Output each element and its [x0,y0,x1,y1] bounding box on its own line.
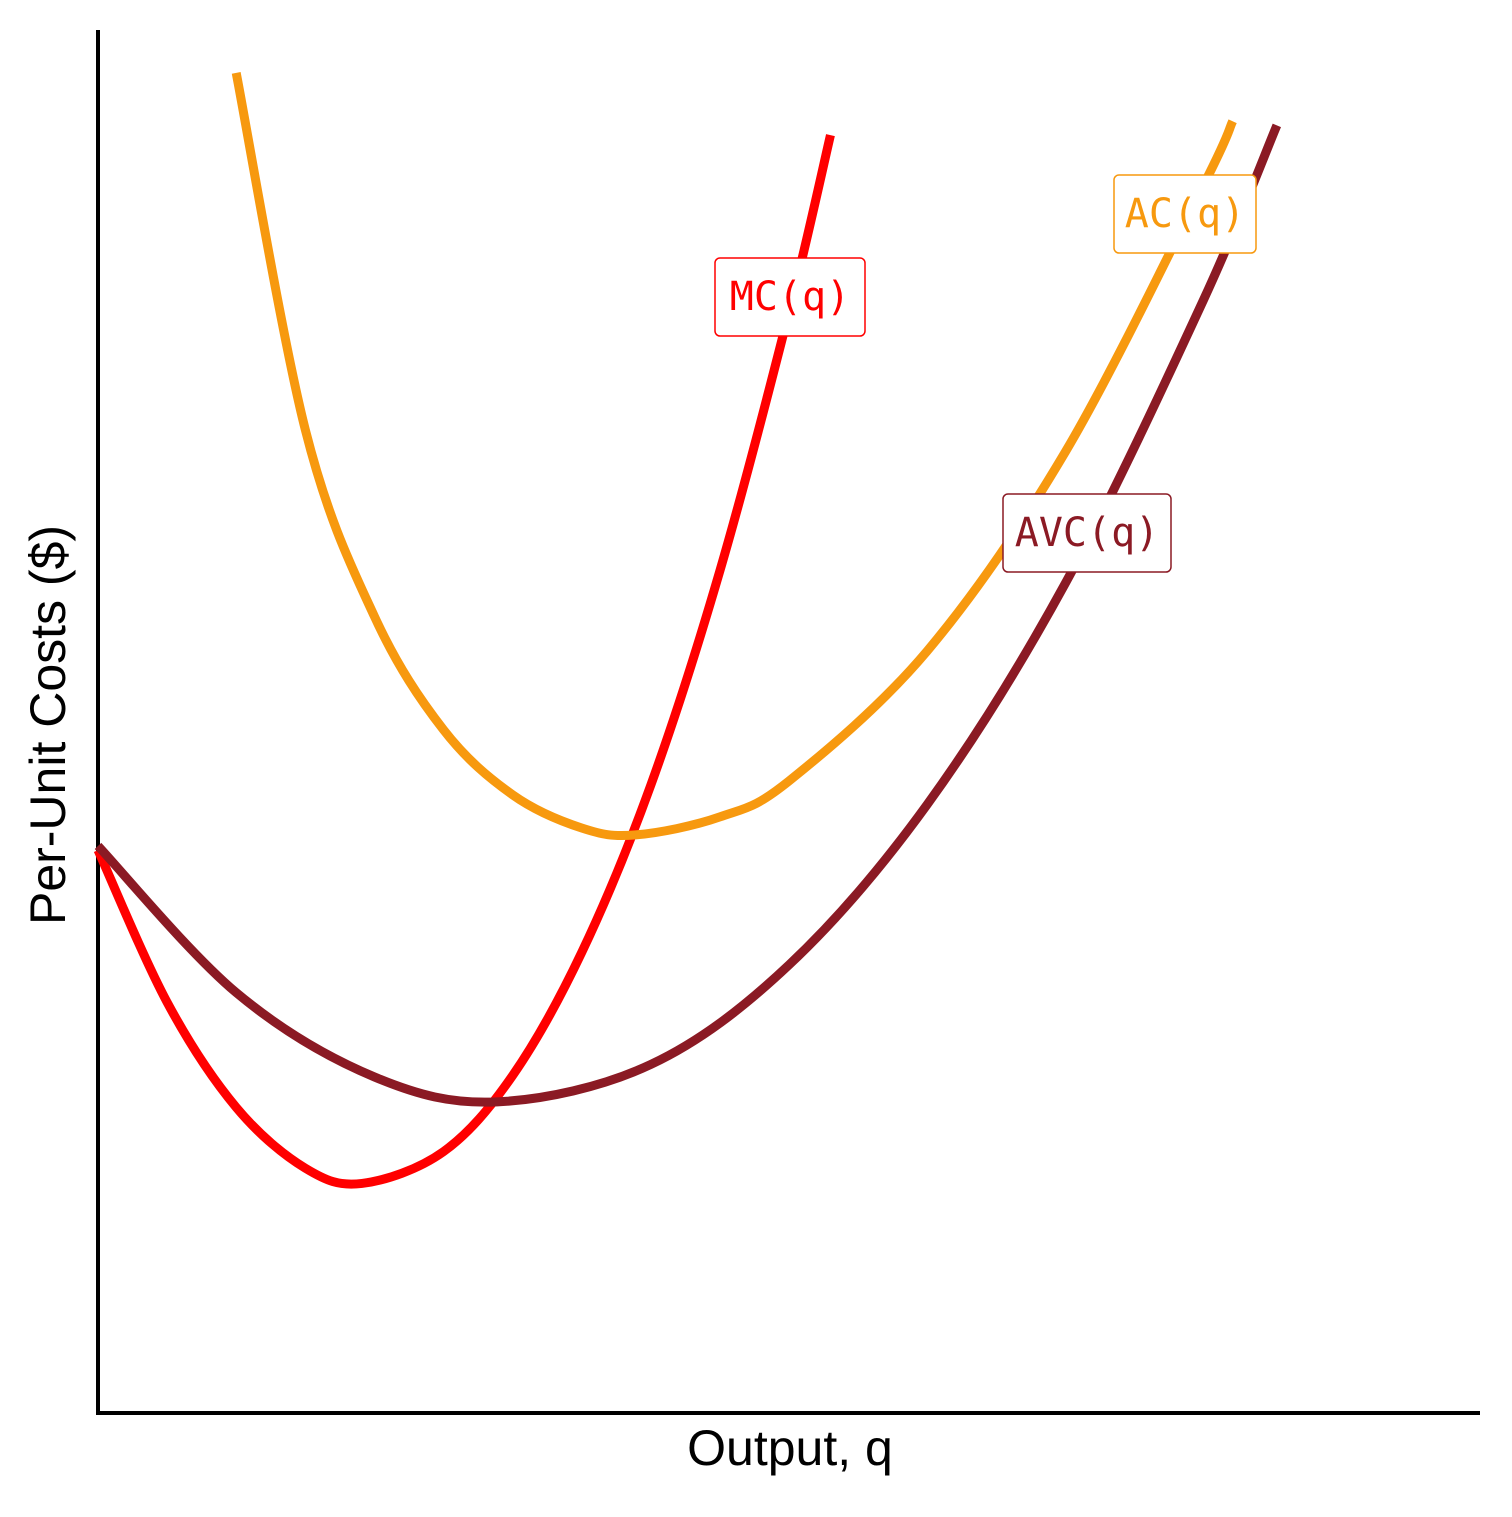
curve-label-box [1113,174,1257,254]
curve [231,72,1237,841]
curve-label-box [1002,493,1172,573]
curve [94,123,1281,1107]
curve-label: AC(q) [1125,191,1245,237]
curve [93,134,835,1189]
y-axis-title: Per-Unit Costs ($) [20,525,76,925]
curve-label: AVC(q) [1015,510,1160,556]
x-axis-title: Output, q [687,1420,893,1476]
curve-label: MC(q) [730,274,850,320]
curve-label-box [714,257,866,337]
